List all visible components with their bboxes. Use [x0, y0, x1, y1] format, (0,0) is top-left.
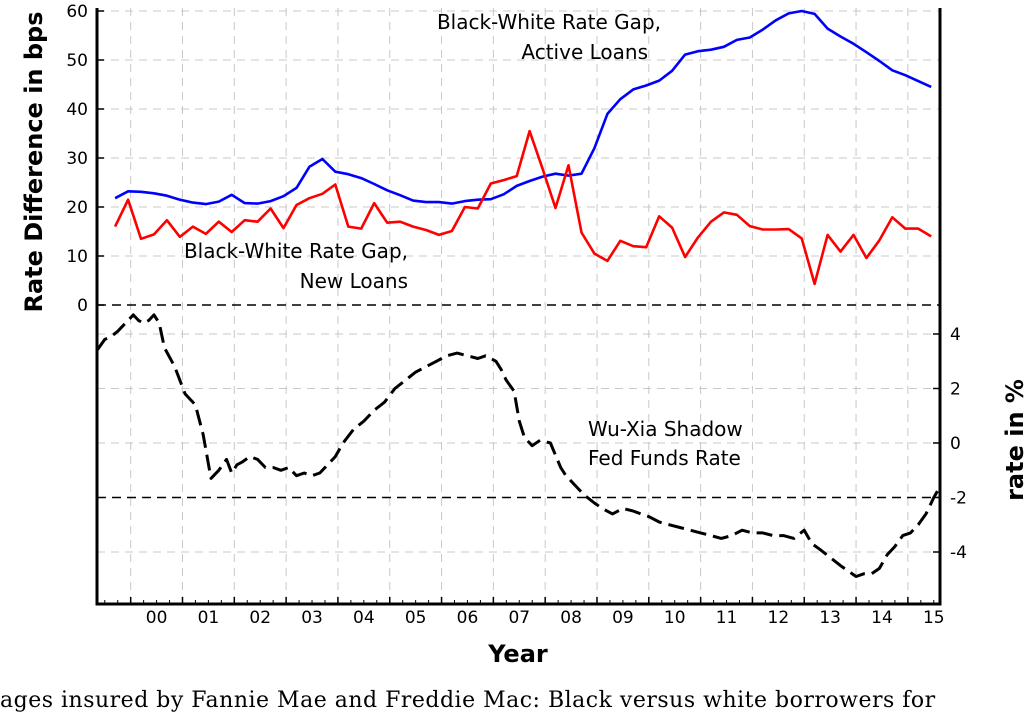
left-tick-label: 20 — [66, 198, 88, 218]
x-tick-label: 15 — [923, 608, 945, 628]
annotation-shadow-rate: Wu-Xia Shadow Fed Funds Rate — [588, 417, 743, 470]
annotation-active-loans-line2: Active Loans — [521, 40, 648, 64]
annotation-active-loans: Black-White Rate Gap, Active Loans — [437, 10, 661, 64]
x-tick-label: 13 — [819, 608, 841, 628]
right-tick-label: 0 — [950, 434, 961, 454]
figure-caption: ages insured by Fannie Mae and Freddie M… — [0, 688, 936, 713]
x-tick-label: 14 — [871, 608, 893, 628]
right-tick-label: -4 — [950, 543, 967, 563]
x-tick-label: 03 — [301, 608, 323, 628]
x-tick-label: 06 — [457, 608, 479, 628]
annotation-active-loans-line1: Black-White Rate Gap, — [437, 10, 661, 34]
x-axis-title: Year — [487, 640, 548, 668]
left-tick-label: 50 — [66, 51, 88, 71]
annotation-shadow-rate-line1: Wu-Xia Shadow — [588, 417, 743, 441]
x-tick-label: 10 — [664, 608, 686, 628]
annotation-new-loans: Black-White Rate Gap, New Loans — [184, 239, 408, 293]
x-tick-label: 05 — [405, 608, 427, 628]
series-line-1 — [113, 129, 932, 286]
x-tick-label: 09 — [612, 608, 634, 628]
x-tick-label: 08 — [560, 608, 582, 628]
annotation-shadow-rate-line2: Fed Funds Rate — [588, 446, 741, 470]
x-tick-label: 02 — [249, 608, 271, 628]
right-tick-label: -2 — [950, 489, 967, 509]
series-layer — [95, 9, 942, 578]
annotation-new-loans-line2: New Loans — [300, 269, 408, 293]
annotation-new-loans-line1: Black-White Rate Gap, — [184, 239, 408, 263]
series-line-0 — [114, 9, 932, 206]
left-tick-label: 0 — [77, 296, 88, 316]
left-tick-label: 40 — [66, 100, 88, 120]
chart: 00 01 02 03 04 05 06 07 08 09 10 11 12 13 14 1501020304… — [20, 2, 1029, 668]
right-axis-title: rate in % — [1001, 379, 1029, 501]
x-tick-label: 01 — [198, 608, 220, 628]
tick-labels: 00 01 02 03 04 05 06 07 08 09 10 11 12 13 14 1501020304… — [66, 2, 967, 628]
x-tick-label: 04 — [353, 608, 375, 628]
left-tick-label: 30 — [66, 149, 88, 169]
right-tick-label: 2 — [950, 380, 961, 400]
right-tick-label: 4 — [950, 325, 961, 345]
series-line-2 — [95, 313, 942, 578]
x-tick-label: 00 — [146, 608, 168, 628]
x-tick-label: 12 — [768, 608, 790, 628]
left-axis-title: Rate Difference in bps — [20, 11, 48, 312]
x-tick-label: 11 — [716, 608, 738, 628]
grid — [97, 8, 940, 604]
axes — [95, 8, 942, 606]
x-tick-label: 07 — [508, 608, 530, 628]
left-tick-label: 60 — [66, 2, 88, 22]
left-tick-label: 10 — [66, 247, 88, 267]
